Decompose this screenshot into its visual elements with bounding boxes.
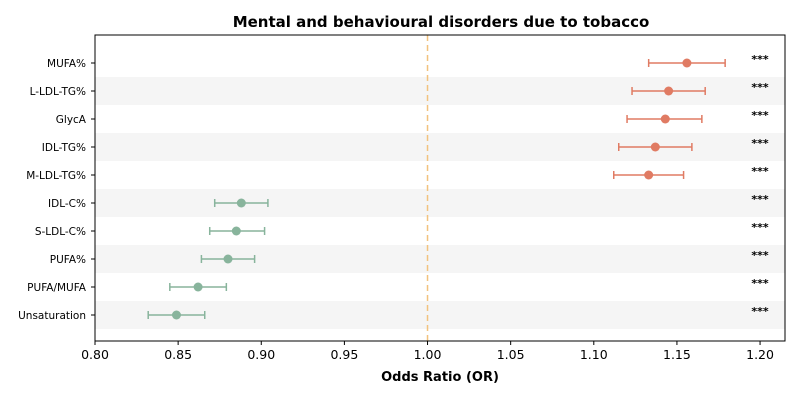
significance-label: *** <box>751 109 769 122</box>
significance-label: *** <box>751 137 769 150</box>
y-tick-label: IDL-TG% <box>42 142 86 154</box>
x-tick-label: 1.00 <box>414 347 442 362</box>
or-point <box>193 282 203 292</box>
row-stripe <box>95 245 785 273</box>
x-tick-label: 0.85 <box>164 347 192 362</box>
row-idl-tg-: IDL-TG% *** <box>42 137 769 154</box>
x-tick-label: 1.15 <box>663 347 691 362</box>
row-unsaturation: Unsaturation *** <box>18 305 769 322</box>
significance-label: *** <box>751 277 769 290</box>
x-tick-label: 0.90 <box>247 347 275 362</box>
or-point <box>660 114 670 124</box>
y-tick-label: S-LDL-C% <box>35 226 86 238</box>
row-stripe <box>95 189 785 217</box>
x-axis-label: Odds Ratio (OR) <box>381 370 499 385</box>
or-point <box>171 310 181 320</box>
row-idl-c-: IDL-C% *** <box>48 193 769 210</box>
or-point <box>644 170 654 180</box>
row-mufa-: MUFA% *** <box>47 53 769 70</box>
y-tick-label: PUFA/MUFA <box>27 282 87 294</box>
x-tick-label: 0.95 <box>330 347 358 362</box>
x-tick-label: 1.05 <box>497 347 525 362</box>
y-tick-label: GlycA <box>56 114 87 126</box>
significance-label: *** <box>751 165 769 178</box>
y-tick-label: PUFA% <box>50 254 86 266</box>
or-point <box>650 142 660 152</box>
data-rows: MUFA% ***L-LDL-TG% ***GlycA ***IDL-TG% ***M-… <box>18 53 769 322</box>
row-pufa-mufa: PUFA/MUFA *** <box>27 277 769 294</box>
significance-label: *** <box>751 53 769 66</box>
significance-label: *** <box>751 221 769 234</box>
or-point <box>682 58 692 68</box>
x-tick-label: 1.20 <box>746 347 774 362</box>
y-tick-label: M-LDL-TG% <box>26 170 86 182</box>
or-point <box>231 226 241 236</box>
chart-title: Mental and behavioural disorders due to … <box>233 13 650 31</box>
significance-label: *** <box>751 305 769 318</box>
row-l-ldl-tg-: L-LDL-TG% *** <box>30 81 769 98</box>
or-point <box>236 198 246 208</box>
x-tick-label: 0.80 <box>81 347 109 362</box>
significance-label: *** <box>751 249 769 262</box>
row-glyca: GlycA *** <box>56 109 769 126</box>
significance-label: *** <box>751 193 769 206</box>
row-s-ldl-c-: S-LDL-C% *** <box>35 221 769 238</box>
row-stripe <box>95 301 785 329</box>
row-pufa-: PUFA% *** <box>50 249 769 266</box>
y-tick-label: Unsaturation <box>18 310 86 322</box>
significance-label: *** <box>751 81 769 94</box>
plot-frame <box>94 34 786 342</box>
x-tick-label: 1.10 <box>580 347 608 362</box>
row-m-ldl-tg-: M-LDL-TG% *** <box>26 165 769 182</box>
or-point <box>223 254 233 264</box>
or-point <box>664 86 674 96</box>
y-tick-label: IDL-C% <box>48 198 86 210</box>
y-tick-label: L-LDL-TG% <box>30 86 86 98</box>
x-axis: 0.80 0.85 0.90 0.95 1.00 1.05 1.10 1.15 1.20 <box>81 341 774 362</box>
y-tick-label: MUFA% <box>47 58 86 70</box>
